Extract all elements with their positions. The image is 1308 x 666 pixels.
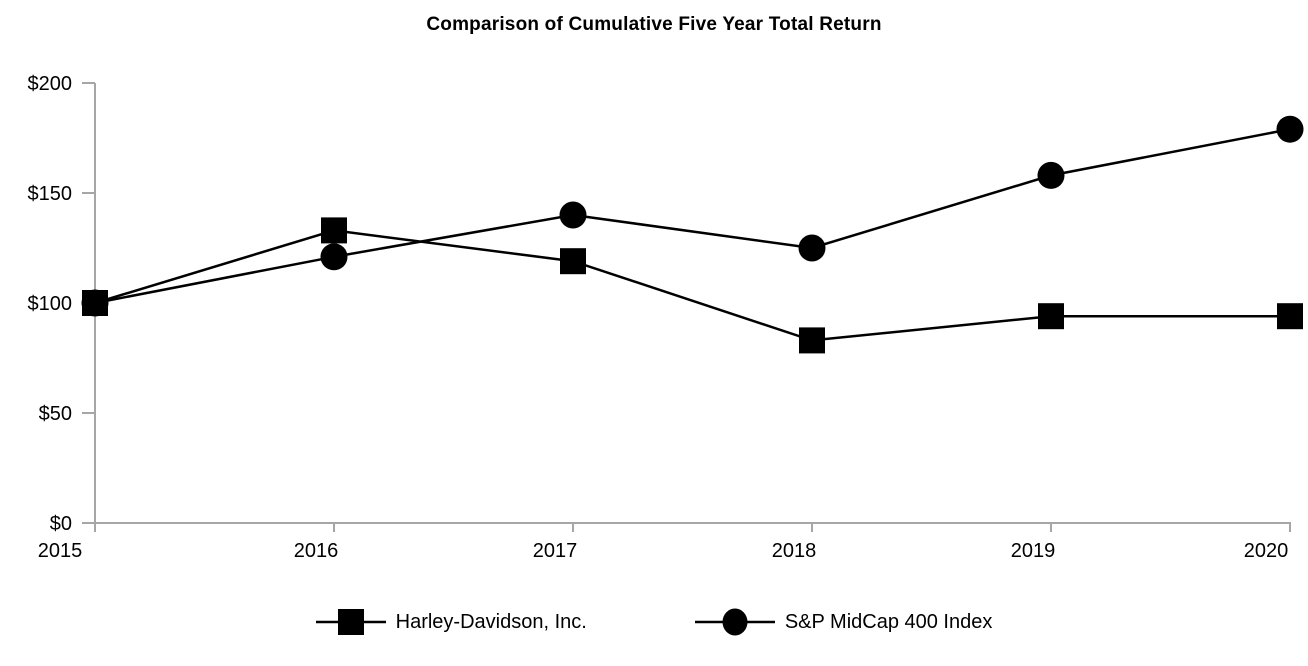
- axes: $0 $50 $100 $150 $200 2015 2016 2017 2018 2019 202…: [28, 73, 1291, 562]
- x-tick-label: 2015: [38, 540, 83, 562]
- chart-title: Comparison of Cumulative Five Year Total…: [426, 14, 882, 35]
- data-point-square: [82, 290, 108, 316]
- legend-label-sp-midcap: S&P MidCap 400 Index: [784, 610, 993, 633]
- series-line: [94, 229, 1290, 342]
- data-point-square: [560, 248, 586, 275]
- chart-legend: Harley-Davidson, Inc. S&P MidCap 400 Ind…: [0, 600, 1308, 644]
- legend-item-sp-midcap: S&P MidCap 400 Index: [694, 606, 993, 638]
- y-tick-label: $150: [28, 183, 73, 205]
- x-tick-label: 2018: [772, 540, 817, 562]
- y-tick-label: $0: [50, 513, 72, 535]
- y-tick-label: $50: [39, 403, 72, 425]
- data-point-circle: [320, 243, 348, 271]
- x-tick-label: 2020: [1244, 540, 1289, 562]
- legend-label-harley-davidson: Harley-Davidson, Inc.: [395, 610, 587, 633]
- data-point-square: [799, 327, 825, 354]
- y-tick-label: $100: [28, 293, 73, 315]
- data-point-circle: [559, 201, 587, 229]
- legend-item-harley-davidson: Harley-Davidson, Inc.: [315, 606, 587, 638]
- x-tick-label: 2017: [533, 540, 578, 562]
- data-point-square: [1038, 303, 1064, 330]
- series-s-p-midcap-400-index: [81, 115, 1304, 317]
- data-point-circle: [1276, 115, 1304, 143]
- x-tick-label: 2019: [1011, 540, 1056, 562]
- y-tick-label: $200: [28, 73, 73, 95]
- data-point-circle: [798, 234, 826, 262]
- data-point-circle: [1037, 161, 1065, 189]
- data-point-square: [1277, 303, 1303, 330]
- series-line: [94, 127, 1291, 305]
- data-point-square: [321, 217, 347, 244]
- series-harley-davidson-inc: [82, 217, 1303, 354]
- circle-marker-icon: [694, 608, 775, 636]
- square-marker-icon: [315, 609, 386, 635]
- x-tick-label: 2016: [294, 540, 339, 562]
